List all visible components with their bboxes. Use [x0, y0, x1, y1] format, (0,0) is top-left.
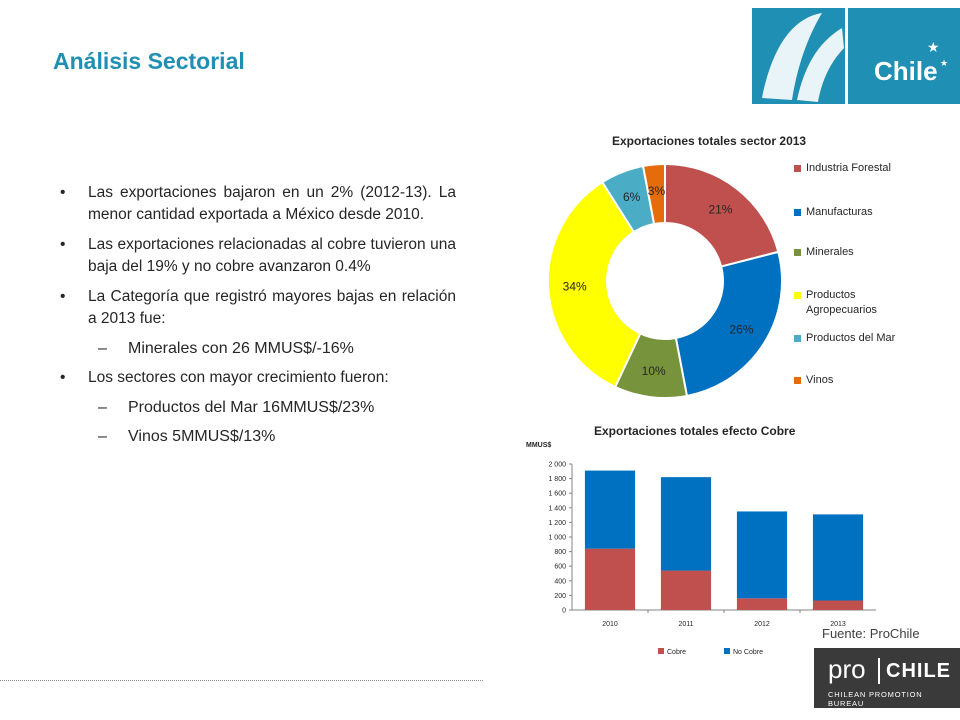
donut-chart-title: Exportaciones totales sector 2013: [612, 134, 807, 148]
bullet-item: • Las exportaciones relacionadas al cobre…: [60, 234, 456, 278]
sub-bullet-item: – Productos del Mar 16MMUS$/23%: [60, 397, 456, 419]
bullet-dot-icon: •: [60, 369, 66, 386]
prochile-logo: pro CHILE CHILEAN PROMOTION BUREAU: [814, 648, 960, 708]
legend-label: Manufacturas: [806, 206, 873, 218]
legend-label: Minerales: [806, 246, 854, 258]
chile-logo: Chile ★ ★: [752, 8, 960, 104]
donut-data-label: 10%: [642, 364, 666, 378]
bar-cobre-2013: [812, 600, 864, 610]
footer-divider: [0, 680, 483, 681]
y-tick-label: 1 600: [548, 491, 566, 498]
y-tick-label: 2 000: [548, 462, 566, 469]
y-tick-label: 1 000: [548, 535, 566, 542]
bar-legend-swatch: [658, 648, 664, 654]
bullet-text: Las exportaciones relacionadas al cobre …: [88, 236, 456, 275]
sub-bullet-item: – Minerales con 26 MMUS$/-16%: [60, 338, 456, 360]
legend-swatch: [794, 209, 801, 216]
bar-no-cobre-2011: [660, 477, 712, 571]
prochile-logo-pro: pro: [828, 654, 866, 684]
legend-label: Industria Forestal: [806, 162, 891, 174]
y-tick-label: 1 400: [548, 505, 566, 512]
bar-legend-label: Cobre: [667, 649, 686, 656]
prochile-logo-separator: [878, 658, 880, 684]
bullet-item: • Las exportaciones bajaron en un 2% (201…: [60, 182, 456, 226]
bullet-text: La Categoría que registró mayores bajas …: [88, 288, 456, 327]
slide-title: Análisis Sectorial: [53, 48, 245, 74]
source-note: Fuente: ProChile: [822, 626, 920, 641]
x-tick-label: 2011: [678, 621, 693, 628]
sub-bullet-item: – Vinos 5MMUS$/13%: [60, 426, 456, 448]
bar-cobre-2010: [584, 548, 636, 610]
y-tick-label: 1 200: [548, 520, 566, 527]
bar-chart: MMUS$ 0 200 400 600 800 1 000 1 200 1 400 1 600 1 …: [526, 442, 876, 656]
donut-legend-item: Vinos: [794, 373, 833, 388]
donut-data-label: 6%: [623, 190, 641, 204]
donut-slice-productos-agropecuarios: [547, 180, 642, 389]
x-tick-label: 2010: [602, 621, 618, 628]
star-icon: ★: [927, 39, 940, 55]
bullet-dash-icon: –: [98, 340, 107, 357]
bullet-dash-icon: –: [98, 428, 107, 445]
bullet-dot-icon: •: [60, 236, 66, 253]
donut-slice-vinos: [641, 162, 666, 226]
legend-swatch: [794, 377, 801, 384]
donut-data-label: 21%: [708, 202, 732, 216]
donut-legend-item: Productos del Mar: [794, 331, 895, 346]
donut-legend-item: Minerales: [794, 245, 854, 260]
bar-chart-title: Exportaciones totales efecto Cobre: [594, 424, 796, 438]
bullet-dot-icon: •: [60, 288, 66, 305]
bullet-text: Los sectores con mayor crecimiento fuero…: [88, 369, 389, 386]
bar-no-cobre-2013: [812, 514, 864, 601]
legend-swatch: [794, 165, 801, 172]
bar-no-cobre-2012: [736, 511, 788, 599]
donut-slice-industria-forestal: [664, 162, 780, 268]
prochile-logo-tagline: CHILEAN PROMOTION BUREAU: [828, 690, 923, 708]
bullet-dash-icon: –: [98, 399, 107, 416]
donut-data-label: 3%: [648, 184, 666, 198]
x-tick-label: 2013: [830, 621, 846, 628]
y-tick-label: 0: [562, 608, 566, 615]
bullet-text: Productos del Mar 16MMUS$/23%: [128, 399, 375, 416]
bar-legend-label: No Cobre: [733, 649, 763, 656]
chile-brand-text: Chile: [874, 56, 938, 86]
bar-cobre-2011: [660, 570, 712, 610]
bar-legend-swatch: [724, 648, 730, 654]
y-tick-label: 600: [554, 564, 566, 571]
bullet-text: Las exportaciones bajaron en un 2% (2012…: [88, 184, 456, 223]
y-tick-label: 400: [554, 578, 566, 585]
y-tick-label: 200: [554, 593, 566, 600]
bullet-dot-icon: •: [60, 184, 66, 201]
y-tick-label: 800: [554, 549, 566, 556]
donut-legend-item: Industria Forestal: [794, 161, 891, 176]
legend-swatch: [794, 292, 801, 299]
legend-swatch: [794, 249, 801, 256]
y-axis-label: MMUS$: [526, 442, 551, 449]
donut-data-label: 26%: [729, 322, 753, 336]
bullet-item: • La Categoría que registró mayores baja…: [60, 286, 456, 330]
donut-slice-manufacturas: [674, 250, 783, 398]
donut-legend-item: Manufacturas: [794, 205, 873, 220]
bullet-text: Minerales con 26 MMUS$/-16%: [128, 340, 354, 357]
legend-label: Productos Agropecuarios: [806, 289, 877, 316]
legend-swatch: [794, 335, 801, 342]
x-tick-label: 2012: [754, 621, 770, 628]
prochile-logo-chile: CHILE: [886, 660, 951, 682]
bullet-list: • Las exportaciones bajaron en un 2% (201…: [60, 182, 456, 455]
legend-label: Productos del Mar: [806, 332, 896, 344]
bullet-text: Vinos 5MMUS$/13%: [128, 428, 276, 445]
bullet-item: • Los sectores con mayor crecimiento fuer…: [60, 367, 456, 389]
bar-no-cobre-2010: [584, 470, 636, 549]
donut-legend-item: Productos Agropecuarios: [794, 288, 894, 318]
bar-cobre-2012: [736, 598, 788, 610]
y-tick-label: 1 800: [548, 476, 566, 483]
donut-chart: 21% 26% 10% 34% 6% 3%: [547, 162, 783, 399]
legend-label: Vinos: [806, 374, 834, 386]
star-icon: ★: [940, 58, 948, 68]
donut-data-label: 34%: [563, 280, 587, 294]
